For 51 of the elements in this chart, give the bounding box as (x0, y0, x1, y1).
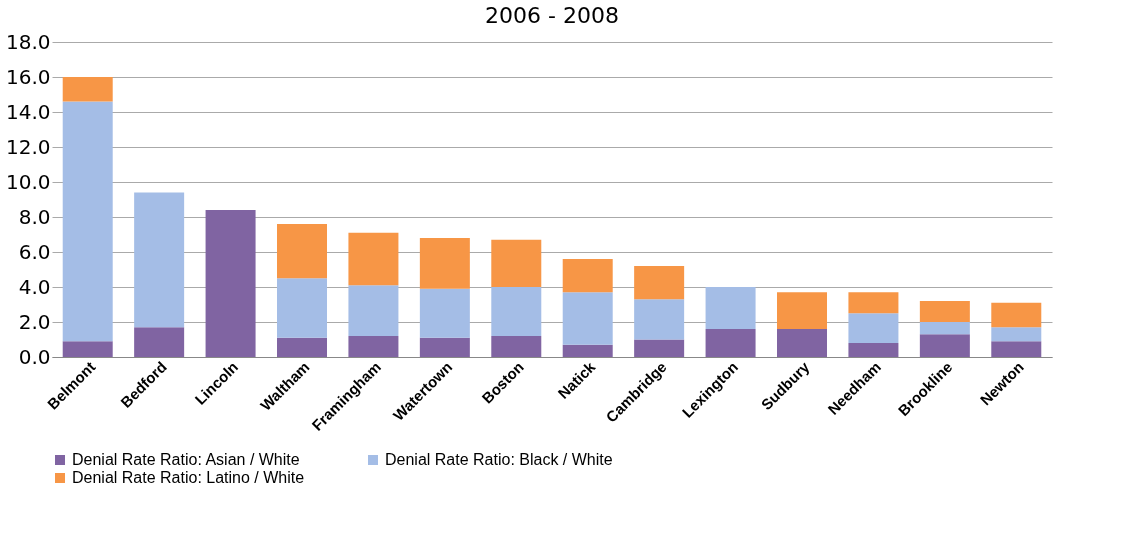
y-tick-label: 18.0 (5, 29, 51, 54)
bar (277, 224, 327, 279)
y-tick-label: 6.0 (18, 239, 51, 264)
bar (348, 232, 399, 286)
bar (134, 192, 185, 328)
bar (991, 302, 1042, 328)
bar (419, 337, 470, 357)
bar (277, 278, 327, 338)
y-tick-label: 8.0 (18, 204, 51, 229)
bar (562, 344, 613, 357)
legend-label: Denial Rate Ratio: Latino / White (72, 469, 305, 486)
bar (62, 341, 113, 357)
y-tick-label: 10.0 (5, 169, 51, 194)
bar (134, 327, 185, 357)
bar (419, 238, 470, 289)
bar (491, 287, 542, 336)
bar (705, 287, 756, 329)
bar (348, 336, 399, 357)
y-tick-label: 0.0 (18, 344, 51, 369)
bar (491, 336, 542, 357)
bar (919, 301, 970, 322)
bar (991, 327, 1042, 342)
bar (634, 299, 685, 340)
bar (848, 313, 899, 343)
bar (777, 329, 827, 357)
y-tick-label: 2.0 (18, 309, 51, 334)
bar (562, 259, 613, 293)
bar (848, 343, 899, 357)
bar (634, 339, 685, 357)
y-tick-label: 16.0 (5, 64, 51, 89)
bar (705, 329, 756, 357)
bar (848, 292, 899, 314)
bar (562, 292, 613, 345)
bar (491, 239, 542, 287)
bar (277, 337, 327, 357)
bar (62, 101, 113, 342)
y-tick-label: 12.0 (5, 134, 51, 159)
y-tick-label: 14.0 (5, 99, 51, 124)
bar (991, 341, 1042, 357)
bar (419, 288, 470, 338)
bar (62, 77, 113, 102)
legend-label: Denial Rate Ratio: Asian / White (72, 451, 300, 468)
y-tick-label: 4.0 (18, 274, 51, 299)
bar (634, 266, 685, 300)
bar (348, 285, 399, 336)
legend-label: Denial Rate Ratio: Black / White (385, 451, 613, 468)
bar (777, 292, 827, 329)
bar (205, 210, 256, 357)
bar (919, 334, 970, 357)
bar (919, 322, 970, 335)
chart-title: 2006 - 2008 (485, 3, 619, 28)
